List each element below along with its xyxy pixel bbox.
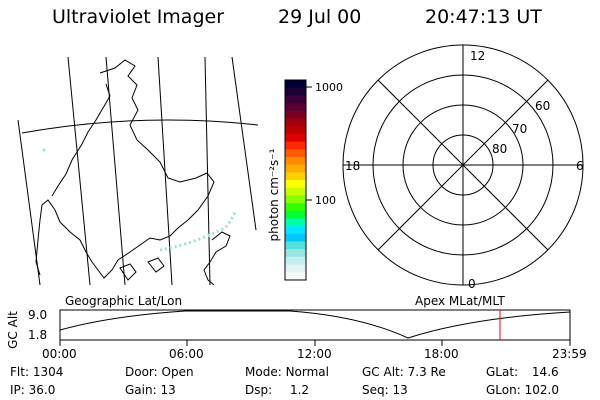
status-gc-alt: GC Alt: 7.3 Re <box>362 365 446 379</box>
colorbar-segment <box>285 264 306 273</box>
time-tick-label: 18:00 <box>424 347 459 361</box>
timeline-ylabel: GC Alt <box>6 311 20 349</box>
colorbar-segment <box>285 141 306 150</box>
time-tick-label: 12:00 <box>297 347 332 361</box>
colorbar-segment <box>285 164 306 173</box>
colorbar-segment <box>285 256 306 266</box>
timeline-ymax: 9.0 <box>28 308 47 322</box>
colorbar-segment <box>285 218 306 227</box>
status-glon: GLon: 102.0 <box>486 383 559 397</box>
status-value: 102.0 <box>524 383 559 397</box>
status-value: 13 <box>392 383 408 397</box>
coastline <box>203 231 231 286</box>
status-dsp: Dsp: 1.2 <box>245 383 309 397</box>
status-ip: IP: 36.0 <box>10 383 55 397</box>
mlt-label-top: 12 <box>470 49 485 63</box>
colorbar-segment <box>285 241 306 250</box>
status-label: IP: <box>10 383 25 397</box>
colorbar-segment <box>285 103 306 112</box>
status-glat: GLat: 14.6 <box>486 365 559 379</box>
colorbar-segment <box>285 226 306 235</box>
altitude-curve <box>59 310 571 339</box>
timeline-frame <box>59 309 571 341</box>
colorbar-segment <box>285 195 306 204</box>
status-label: Mode: <box>245 365 282 379</box>
colorbar-segment <box>285 233 306 243</box>
timeline-ymin: 1.8 <box>28 328 47 342</box>
colorbar-segment <box>285 187 306 196</box>
status-value: 1304 <box>32 365 64 379</box>
mlt-label-bottom: 0 <box>468 277 476 291</box>
colorbar-segment <box>285 149 306 158</box>
emission-speckle <box>42 148 46 152</box>
island-outline <box>147 257 165 273</box>
page-title: Ultraviolet Imager <box>52 6 225 28</box>
colorbar-segment <box>285 210 306 219</box>
coastline <box>35 59 215 279</box>
colorbar-segment <box>285 172 306 181</box>
status-label: Gain: <box>125 383 157 397</box>
timeline-left-title: Geographic Lat/Lon <box>65 294 182 308</box>
status-value: Normal <box>285 365 329 379</box>
colorbar-segment <box>285 156 306 166</box>
status-seq: Seq: 13 <box>362 383 408 397</box>
meridian-line <box>67 56 91 286</box>
status-value: 1.2 <box>289 383 310 397</box>
time-tick-label: 06:00 <box>169 347 204 361</box>
timeline-right-title: Apex MLat/MLT <box>415 294 505 308</box>
colorbar-tick-label: 100 <box>315 194 336 207</box>
polar-plot <box>342 44 584 286</box>
date-label: 29 Jul 00 <box>278 6 362 28</box>
status-label: Door: <box>125 365 158 379</box>
status-label: GC Alt: <box>362 365 404 379</box>
emission-speckle <box>159 209 238 252</box>
status-label: Seq: <box>362 383 389 397</box>
mlt-line <box>377 79 549 251</box>
time-label: 20:47:13 UT <box>425 6 542 28</box>
time-tick-label: 23:59 <box>552 347 587 361</box>
time-tick-label: 00:00 <box>42 347 77 361</box>
colorbar-segment <box>285 249 306 258</box>
status-value: 13 <box>160 383 176 397</box>
status-label: GLon: <box>486 383 521 397</box>
colorbar-segment <box>285 203 306 212</box>
mlt-label-right: 6 <box>576 159 584 173</box>
colorbar-unit-label: photon cm⁻²s⁻¹ <box>267 148 281 241</box>
coastline <box>51 83 111 197</box>
meridian-line <box>17 119 41 286</box>
colorbar-segment <box>285 80 306 89</box>
lat-label: 70 <box>512 122 527 136</box>
status-label: Dsp: <box>245 383 273 397</box>
status-value: 14.6 <box>531 365 559 379</box>
colorbar-segment <box>285 133 306 143</box>
status-mode: Mode: Normal <box>245 365 329 379</box>
colorbar-segment <box>285 180 306 189</box>
status-flt: Flt: 1304 <box>10 365 63 379</box>
island-outline <box>119 263 137 281</box>
status-value: Open <box>161 365 194 379</box>
meridian-line <box>231 56 257 231</box>
lat-label: 80 <box>492 142 507 156</box>
colorbar-segment <box>285 110 306 119</box>
colorbar-segment <box>285 95 306 104</box>
colorbar <box>285 80 306 281</box>
lat-label: 60 <box>535 99 550 113</box>
parallel-line <box>21 119 259 134</box>
mlt-label-left: 18 <box>345 159 360 173</box>
meridian-line <box>204 56 211 286</box>
colorbar-frame <box>284 79 307 281</box>
status-value: 36.0 <box>28 383 56 397</box>
geographic-map <box>17 56 259 286</box>
status-label: GLat: <box>486 365 519 379</box>
status-door: Door: Open <box>125 365 194 379</box>
colorbar-tick-label: 1000 <box>315 81 343 94</box>
colorbar-segment <box>285 118 306 127</box>
status-label: Flt: <box>10 365 29 379</box>
status-gain: Gain: 13 <box>125 383 176 397</box>
colorbar-segment <box>285 87 306 96</box>
status-value: 7.3 Re <box>407 365 446 379</box>
colorbar-segment <box>285 126 306 135</box>
colorbar-segment <box>285 272 306 281</box>
